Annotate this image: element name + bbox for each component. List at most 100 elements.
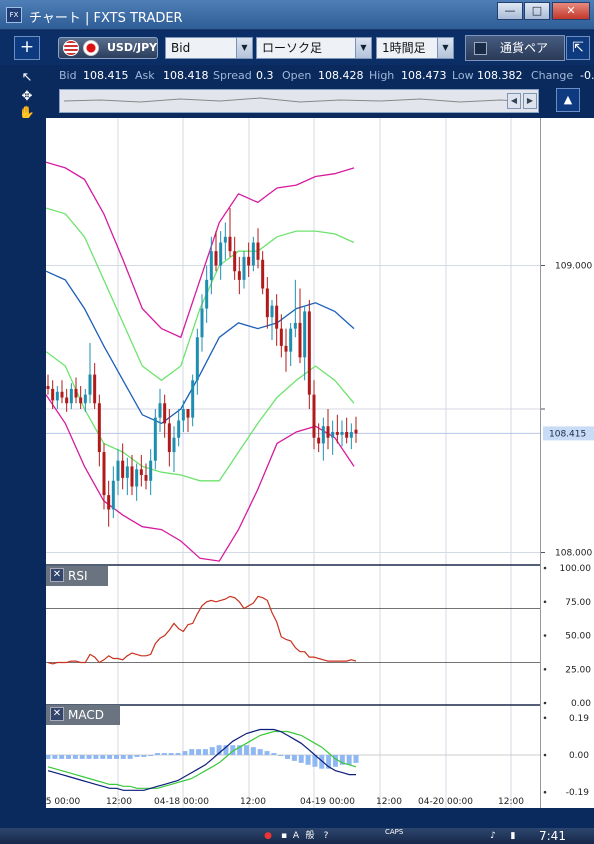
symbol-selector[interactable]: USD/JPY xyxy=(58,37,158,59)
scroll-right-button[interactable]: ▶ xyxy=(523,93,537,109)
candle-body xyxy=(293,322,297,329)
candle-body xyxy=(200,308,204,338)
x-tick-label: 12:00 xyxy=(376,797,402,807)
high-label: High xyxy=(369,69,395,82)
candle-body xyxy=(60,391,64,398)
overview-scroller[interactable]: ◀ ▶ xyxy=(59,89,539,113)
candle-body xyxy=(139,469,143,476)
candle-body xyxy=(144,475,148,481)
open-label: Open xyxy=(282,69,312,82)
close-icon[interactable]: ✕ xyxy=(50,707,64,721)
compare-pair-toggle[interactable]: 通貨ペア xyxy=(465,35,565,61)
candle-body xyxy=(298,322,302,358)
chart-area[interactable]: 15 00:00 12:00 04-18 00:00 12:00 04-19 00:00… xyxy=(46,118,540,808)
macd-histogram-bar xyxy=(100,755,106,759)
candle-body xyxy=(111,480,115,510)
macd-histogram-bar xyxy=(202,749,208,755)
macd-histogram-bar xyxy=(319,755,325,769)
macd-histogram-bar xyxy=(278,755,284,756)
caps-indicator: CAPS xyxy=(385,828,404,836)
chart-type-select[interactable]: ローソク足 ▼ xyxy=(256,37,372,59)
price-axis: 108.000 109.000 108.415 0.00 25.00 50.00 75.00… xyxy=(540,118,594,808)
macd-histogram-bar xyxy=(264,751,270,755)
macd-histogram-bar xyxy=(120,755,126,759)
close-button[interactable]: ✕ xyxy=(552,2,590,20)
current-price-marker xyxy=(543,426,594,441)
cursor-icon[interactable]: ↖ xyxy=(21,70,33,85)
app-icon: FX xyxy=(6,7,22,23)
candle-body xyxy=(317,437,321,444)
rsi-tick-label: 75.00 xyxy=(565,598,591,608)
candle-body xyxy=(331,431,335,438)
macd-histogram-bar xyxy=(66,755,72,759)
candle-body xyxy=(163,403,167,424)
macd-histogram-bar xyxy=(72,755,78,759)
candle-body xyxy=(279,328,283,346)
candle-body xyxy=(191,380,195,418)
minimize-button[interactable]: — xyxy=(497,2,523,20)
rsi-tick-label: 100.00 xyxy=(560,564,592,574)
macd-histogram-bar xyxy=(134,755,140,757)
macd-histogram-bar xyxy=(223,745,229,755)
high-value: 108.473 xyxy=(401,69,447,82)
close-icon[interactable]: ✕ xyxy=(50,568,64,582)
network-icon[interactable]: ▪ xyxy=(280,831,288,841)
x-tick-label: 04-19 00:00 xyxy=(300,797,355,807)
macd-histogram-bar xyxy=(189,749,195,755)
macd-histogram-bar xyxy=(86,755,92,759)
scroll-left-button[interactable]: ◀ xyxy=(507,93,521,109)
power-icon[interactable]: ▮ xyxy=(510,831,516,841)
candle-body xyxy=(335,431,339,435)
candle-body xyxy=(55,391,59,401)
candle-body xyxy=(88,374,92,395)
candle-body xyxy=(97,403,101,453)
price-type-value: Bid xyxy=(171,41,191,55)
macd-signal-line xyxy=(47,730,357,789)
candle-body xyxy=(326,426,330,438)
change-value: -0. xyxy=(580,69,594,82)
bollinger-lower2-line xyxy=(46,394,355,562)
macd-tick-label: -0.19 xyxy=(566,788,590,798)
compare-checkbox[interactable] xyxy=(474,42,487,55)
us-flag-icon xyxy=(63,40,79,56)
bollinger-middle-line xyxy=(46,270,355,425)
help-icon[interactable]: ? xyxy=(323,831,329,841)
ime-icon[interactable]: A xyxy=(292,831,300,841)
candle-body xyxy=(186,409,190,418)
macd-label: MACD xyxy=(68,708,104,722)
chart-settings-button[interactable]: ▲ xyxy=(556,88,580,112)
macd-histogram-bar xyxy=(305,755,311,765)
rsi-tick xyxy=(543,566,547,570)
sound-icon[interactable]: ♪ xyxy=(490,831,496,841)
maximize-button[interactable]: □ xyxy=(524,2,550,20)
hand-icon[interactable]: ✋ xyxy=(18,106,36,121)
candle-body xyxy=(340,431,344,435)
macd-tick-label: 0.19 xyxy=(569,714,589,724)
timeframe-select[interactable]: 1時間足 ▼ xyxy=(376,37,454,59)
candle-body xyxy=(265,288,269,318)
rsi-tick-label: 50.00 xyxy=(565,632,591,642)
add-chart-button[interactable]: + xyxy=(14,36,40,60)
crosshair-icon[interactable]: ✥ xyxy=(21,89,33,104)
candle-body xyxy=(289,328,293,352)
candle-body xyxy=(79,397,83,404)
candle-body xyxy=(121,460,125,478)
candle-body xyxy=(214,251,218,266)
price-type-select[interactable]: Bid ▼ xyxy=(165,37,253,59)
macd-histogram-bar xyxy=(52,755,58,759)
detach-window-button[interactable]: ⇱ xyxy=(566,36,590,60)
macd-histogram-bar xyxy=(79,755,85,759)
candle-body xyxy=(270,305,274,318)
candle-body xyxy=(223,236,227,243)
rsi-tick xyxy=(543,701,547,705)
symbol-label: USD/JPY xyxy=(107,41,158,54)
candle-body xyxy=(69,388,73,404)
macd-histogram-bar xyxy=(339,755,345,765)
macd-histogram-bar xyxy=(127,755,133,759)
macd-histogram-bar xyxy=(148,755,154,756)
language-icon[interactable]: 般 xyxy=(305,831,315,841)
macd-histogram-bar xyxy=(161,753,167,755)
alert-icon[interactable]: ● xyxy=(264,831,272,841)
quote-bar: Bid 108.415 Ask 108.418 Spread 0.3 Open … xyxy=(0,65,594,85)
macd-line xyxy=(47,728,356,791)
